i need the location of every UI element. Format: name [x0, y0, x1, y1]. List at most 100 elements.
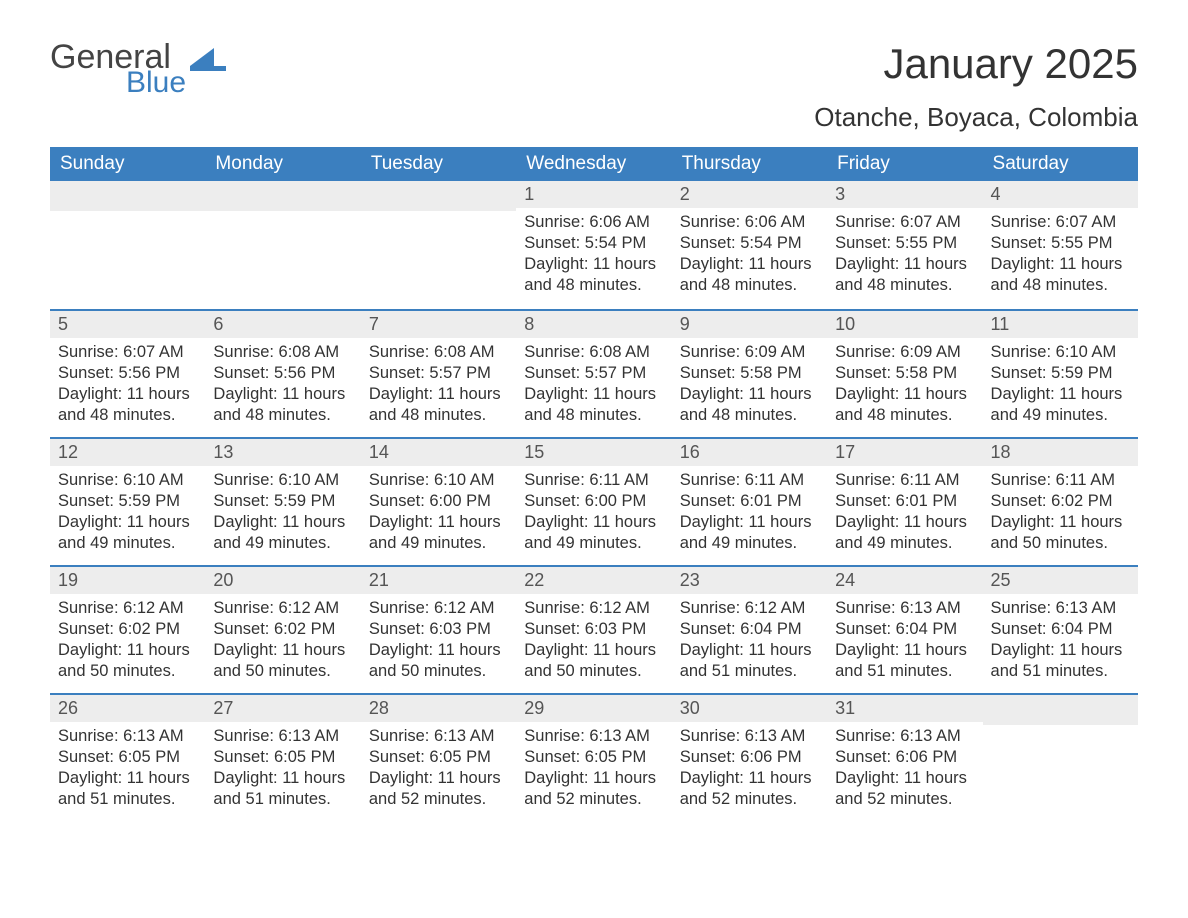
day-details: Sunrise: 6:13 AMSunset: 6:06 PMDaylight:… — [827, 722, 982, 818]
daylight-line: Daylight: 11 hours and 48 minutes. — [991, 254, 1130, 296]
sunrise-line: Sunrise: 6:13 AM — [680, 726, 819, 747]
weekday-header: Tuesday — [361, 147, 516, 181]
sunset-line: Sunset: 5:58 PM — [680, 363, 819, 384]
day-details: Sunrise: 6:09 AMSunset: 5:58 PMDaylight:… — [827, 338, 982, 434]
weekday-header: Monday — [205, 147, 360, 181]
sunset-line: Sunset: 5:54 PM — [680, 233, 819, 254]
sunset-line: Sunset: 6:05 PM — [213, 747, 352, 768]
calendar-day: 14Sunrise: 6:10 AMSunset: 6:00 PMDayligh… — [361, 437, 516, 565]
sunrise-line: Sunrise: 6:09 AM — [680, 342, 819, 363]
day-details: Sunrise: 6:06 AMSunset: 5:54 PMDaylight:… — [516, 208, 671, 304]
day-number: 12 — [50, 437, 205, 466]
daylight-line: Daylight: 11 hours and 48 minutes. — [213, 384, 352, 426]
daylight-line: Daylight: 11 hours and 51 minutes. — [213, 768, 352, 810]
calendar-day: 2Sunrise: 6:06 AMSunset: 5:54 PMDaylight… — [672, 181, 827, 309]
calendar-day — [361, 181, 516, 309]
daylight-line: Daylight: 11 hours and 48 minutes. — [524, 384, 663, 426]
day-number: 22 — [516, 565, 671, 594]
day-number: 31 — [827, 693, 982, 722]
daylight-line: Daylight: 11 hours and 49 minutes. — [991, 384, 1130, 426]
sunrise-line: Sunrise: 6:06 AM — [680, 212, 819, 233]
day-details: Sunrise: 6:12 AMSunset: 6:02 PMDaylight:… — [50, 594, 205, 690]
sunset-line: Sunset: 6:04 PM — [680, 619, 819, 640]
calendar-body: 1Sunrise: 6:06 AMSunset: 5:54 PMDaylight… — [50, 181, 1138, 821]
day-number: 11 — [983, 309, 1138, 338]
sunset-line: Sunset: 6:00 PM — [524, 491, 663, 512]
daylight-line: Daylight: 11 hours and 52 minutes. — [524, 768, 663, 810]
sunset-line: Sunset: 6:03 PM — [524, 619, 663, 640]
day-details: Sunrise: 6:07 AMSunset: 5:56 PMDaylight:… — [50, 338, 205, 434]
calendar-week: 26Sunrise: 6:13 AMSunset: 6:05 PMDayligh… — [50, 693, 1138, 821]
header: General Blue January 2025 Otanche, Boyac… — [50, 40, 1138, 133]
day-details: Sunrise: 6:10 AMSunset: 5:59 PMDaylight:… — [50, 466, 205, 562]
sunset-line: Sunset: 5:59 PM — [991, 363, 1130, 384]
location: Otanche, Boyaca, Colombia — [814, 102, 1138, 133]
daylight-line: Daylight: 11 hours and 50 minutes. — [524, 640, 663, 682]
calendar-day: 12Sunrise: 6:10 AMSunset: 5:59 PMDayligh… — [50, 437, 205, 565]
month-title: January 2025 — [814, 40, 1138, 88]
calendar-day: 9Sunrise: 6:09 AMSunset: 5:58 PMDaylight… — [672, 309, 827, 437]
calendar-day: 22Sunrise: 6:12 AMSunset: 6:03 PMDayligh… — [516, 565, 671, 693]
weekday-header: Friday — [827, 147, 982, 181]
day-number: 13 — [205, 437, 360, 466]
empty-day — [205, 181, 360, 211]
logo-mark-icon — [190, 46, 228, 77]
sunset-line: Sunset: 5:59 PM — [58, 491, 197, 512]
day-details: Sunrise: 6:11 AMSunset: 6:01 PMDaylight:… — [672, 466, 827, 562]
day-details: Sunrise: 6:13 AMSunset: 6:05 PMDaylight:… — [516, 722, 671, 818]
sunrise-line: Sunrise: 6:13 AM — [213, 726, 352, 747]
calendar-day: 3Sunrise: 6:07 AMSunset: 5:55 PMDaylight… — [827, 181, 982, 309]
day-number: 18 — [983, 437, 1138, 466]
empty-day — [50, 181, 205, 211]
sunrise-line: Sunrise: 6:11 AM — [524, 470, 663, 491]
sunset-line: Sunset: 5:59 PM — [213, 491, 352, 512]
sunrise-line: Sunrise: 6:12 AM — [213, 598, 352, 619]
day-number: 14 — [361, 437, 516, 466]
day-number: 7 — [361, 309, 516, 338]
sunset-line: Sunset: 6:05 PM — [524, 747, 663, 768]
calendar-day: 5Sunrise: 6:07 AMSunset: 5:56 PMDaylight… — [50, 309, 205, 437]
day-details: Sunrise: 6:11 AMSunset: 6:00 PMDaylight:… — [516, 466, 671, 562]
logo: General Blue — [50, 40, 228, 98]
day-number: 17 — [827, 437, 982, 466]
sunrise-line: Sunrise: 6:06 AM — [524, 212, 663, 233]
title-block: January 2025 Otanche, Boyaca, Colombia — [814, 40, 1138, 133]
calendar-day: 25Sunrise: 6:13 AMSunset: 6:04 PMDayligh… — [983, 565, 1138, 693]
sunset-line: Sunset: 5:56 PM — [58, 363, 197, 384]
daylight-line: Daylight: 11 hours and 52 minutes. — [680, 768, 819, 810]
calendar-day: 13Sunrise: 6:10 AMSunset: 5:59 PMDayligh… — [205, 437, 360, 565]
day-number: 2 — [672, 181, 827, 208]
calendar-head: SundayMondayTuesdayWednesdayThursdayFrid… — [50, 147, 1138, 181]
sunrise-line: Sunrise: 6:10 AM — [369, 470, 508, 491]
calendar-day: 30Sunrise: 6:13 AMSunset: 6:06 PMDayligh… — [672, 693, 827, 821]
calendar-day — [205, 181, 360, 309]
calendar-day: 1Sunrise: 6:06 AMSunset: 5:54 PMDaylight… — [516, 181, 671, 309]
calendar-day: 19Sunrise: 6:12 AMSunset: 6:02 PMDayligh… — [50, 565, 205, 693]
day-details: Sunrise: 6:10 AMSunset: 5:59 PMDaylight:… — [983, 338, 1138, 434]
daylight-line: Daylight: 11 hours and 49 minutes. — [369, 512, 508, 554]
sunrise-line: Sunrise: 6:10 AM — [58, 470, 197, 491]
sunrise-line: Sunrise: 6:13 AM — [991, 598, 1130, 619]
sunrise-line: Sunrise: 6:13 AM — [835, 598, 974, 619]
calendar-day: 27Sunrise: 6:13 AMSunset: 6:05 PMDayligh… — [205, 693, 360, 821]
daylight-line: Daylight: 11 hours and 48 minutes. — [524, 254, 663, 296]
day-details: Sunrise: 6:12 AMSunset: 6:03 PMDaylight:… — [361, 594, 516, 690]
daylight-line: Daylight: 11 hours and 50 minutes. — [991, 512, 1130, 554]
calendar-day: 6Sunrise: 6:08 AMSunset: 5:56 PMDaylight… — [205, 309, 360, 437]
day-number: 8 — [516, 309, 671, 338]
calendar-day: 20Sunrise: 6:12 AMSunset: 6:02 PMDayligh… — [205, 565, 360, 693]
day-number: 19 — [50, 565, 205, 594]
sunrise-line: Sunrise: 6:10 AM — [213, 470, 352, 491]
calendar-day: 18Sunrise: 6:11 AMSunset: 6:02 PMDayligh… — [983, 437, 1138, 565]
calendar-day — [983, 693, 1138, 821]
calendar-day: 31Sunrise: 6:13 AMSunset: 6:06 PMDayligh… — [827, 693, 982, 821]
day-details: Sunrise: 6:12 AMSunset: 6:04 PMDaylight:… — [672, 594, 827, 690]
day-details: Sunrise: 6:11 AMSunset: 6:01 PMDaylight:… — [827, 466, 982, 562]
sunrise-line: Sunrise: 6:07 AM — [58, 342, 197, 363]
calendar-day: 7Sunrise: 6:08 AMSunset: 5:57 PMDaylight… — [361, 309, 516, 437]
day-number: 9 — [672, 309, 827, 338]
day-number: 28 — [361, 693, 516, 722]
day-details: Sunrise: 6:13 AMSunset: 6:06 PMDaylight:… — [672, 722, 827, 818]
sunset-line: Sunset: 6:01 PM — [835, 491, 974, 512]
sunset-line: Sunset: 6:04 PM — [835, 619, 974, 640]
